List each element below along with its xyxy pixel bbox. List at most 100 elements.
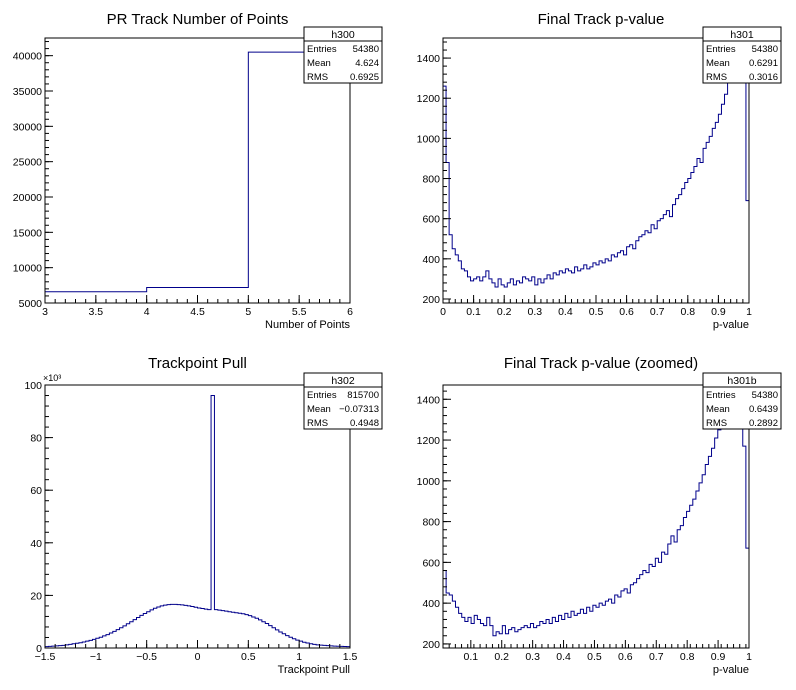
x-tick-label: 3 (42, 306, 48, 318)
x-tick-label: 0.4 (558, 306, 573, 318)
x-tick-label: 0 (440, 306, 446, 318)
x-axis-label: p-value (713, 664, 749, 676)
stats-value: 0.4948 (350, 418, 379, 429)
x-tick-label: −0.5 (136, 651, 157, 663)
y-tick-label: 20 (30, 590, 42, 602)
y-tick-label: 15000 (13, 227, 42, 239)
stats-label: Mean (307, 58, 331, 69)
stats-label: RMS (706, 418, 727, 429)
chart-title: Final Track p-value (538, 11, 665, 28)
y-tick-label: 80 (30, 433, 42, 445)
x-axis-label: Trackpoint Pull (278, 664, 350, 676)
x-tick-label: 0.3 (527, 306, 542, 318)
x-tick-label: 0.4 (556, 651, 571, 663)
x-tick-label: 0.3 (525, 651, 540, 663)
stats-label: Entries (307, 390, 337, 401)
y-tick-label: 1000 (417, 133, 441, 145)
x-tick-label: 0.6 (618, 651, 633, 663)
x-tick-label: 0.5 (241, 651, 256, 663)
x-tick-label: 0.2 (494, 651, 509, 663)
x-axis-label: p-value (713, 319, 749, 331)
x-tick-label: 4 (144, 306, 150, 318)
histogram-line (442, 394, 750, 648)
x-tick-label: 0.8 (680, 306, 695, 318)
y-tick-label: 400 (422, 598, 440, 610)
stats-label: Mean (307, 404, 331, 415)
x-tick-label: 1 (746, 306, 752, 318)
stats-box: h300 Entries 54380 Mean 4.624 RMS 0.6925 (303, 26, 383, 84)
x-tick-label: 5.5 (292, 306, 307, 318)
y-tick-label: 200 (422, 639, 440, 651)
x-tick-label: 0.7 (649, 651, 664, 663)
x-tick-label: 0.9 (711, 651, 726, 663)
y-tick-label: 1200 (417, 435, 441, 447)
y-tick-label: 30000 (13, 121, 42, 133)
stats-value: 0.6439 (749, 404, 778, 415)
y-tick-label: 0 (36, 643, 42, 655)
x-tick-label: 0.9 (711, 306, 726, 318)
pad-final-track-p-value: Final Track p-value 0 0.1 0.2 0.3 0.4 0.5 0.6 0.… (417, 11, 782, 331)
chart-title: PR Track Number of Points (107, 11, 289, 28)
y-tick-label: 600 (422, 214, 440, 226)
chart-title: Trackpoint Pull (148, 355, 247, 372)
pad-trackpoint-pull: Trackpoint Pull −1.5 −1 −0.5 0 0.5 1 1.5 0 20 40 60… (24, 355, 383, 676)
stats-value: 0.6925 (350, 72, 379, 83)
pad-final-track-p-value-zoomed: Final Track p-value (zoomed) 0.1 0.2 0.3 0.4… (417, 355, 782, 676)
x-tick-label: 0.1 (464, 651, 479, 663)
stats-box-name: h300 (331, 29, 355, 41)
y-scale-label: ×10³ (43, 373, 61, 383)
stats-box-name: h302 (331, 375, 355, 387)
x-tick-label: 5 (245, 306, 251, 318)
stats-box-name: h301 (730, 29, 754, 41)
y-tick-label: 100 (24, 380, 42, 392)
stats-box-frame (702, 26, 782, 84)
x-tick-label: 6 (347, 306, 353, 318)
histogram-line (442, 41, 750, 303)
pad-pr-track-number-of-points: PR Track Number of Points 3 3.5 4 4.5 5 5.5 6 50… (13, 11, 383, 331)
y-tick-label: 1200 (417, 93, 441, 105)
x-tick-label: 0.1 (466, 306, 481, 318)
stats-box: h301b Entries 54380 Mean 0.6439 RMS 0.2892 (702, 372, 782, 430)
y-tick-label: 800 (422, 517, 440, 529)
stats-value: 54380 (752, 390, 778, 401)
chart-title: Final Track p-value (zoomed) (504, 355, 698, 372)
stats-box-frame (303, 26, 383, 84)
x-tick-label: 0.5 (587, 651, 602, 663)
y-tick-label: 400 (422, 254, 440, 266)
y-tick-label: 1400 (417, 394, 441, 406)
y-tick-label: 1000 (417, 476, 441, 488)
plot-frame (442, 384, 750, 649)
x-tick-label: 1 (746, 651, 752, 663)
x-tick-label: 1.5 (343, 651, 358, 663)
stats-label: RMS (307, 418, 328, 429)
x-tick-label: 0.2 (497, 306, 512, 318)
x-tick-label: 4.5 (190, 306, 205, 318)
stats-label: Mean (706, 404, 730, 415)
y-tick-label: 40000 (13, 51, 42, 63)
y-tick-label: 35000 (13, 86, 42, 98)
stats-value: 0.2892 (749, 418, 778, 429)
x-tick-label: 3.5 (89, 306, 104, 318)
x-tick-label: 0 (195, 651, 201, 663)
stats-value: 0.6291 (749, 58, 778, 69)
y-tick-label: 60 (30, 485, 42, 497)
stats-label: Entries (706, 390, 736, 401)
stats-box-frame (702, 372, 782, 430)
y-tick-label: 25000 (13, 157, 42, 169)
stats-label: Entries (307, 44, 337, 55)
y-tick-label: 800 (422, 174, 440, 186)
y-tick-label: 40 (30, 538, 42, 550)
y-tick-label: 5000 (19, 298, 43, 310)
stats-box-name: h301b (727, 375, 756, 387)
stats-value: 815700 (347, 390, 379, 401)
stats-value: 54380 (353, 44, 379, 55)
x-tick-label: −1.5 (35, 651, 56, 663)
stats-label: Mean (706, 58, 730, 69)
x-tick-label: 0.6 (619, 306, 634, 318)
y-tick-label: 10000 (13, 263, 42, 275)
stats-label: RMS (307, 72, 328, 83)
y-tick-label: 1400 (417, 53, 441, 65)
x-tick-label: 0.5 (589, 306, 604, 318)
